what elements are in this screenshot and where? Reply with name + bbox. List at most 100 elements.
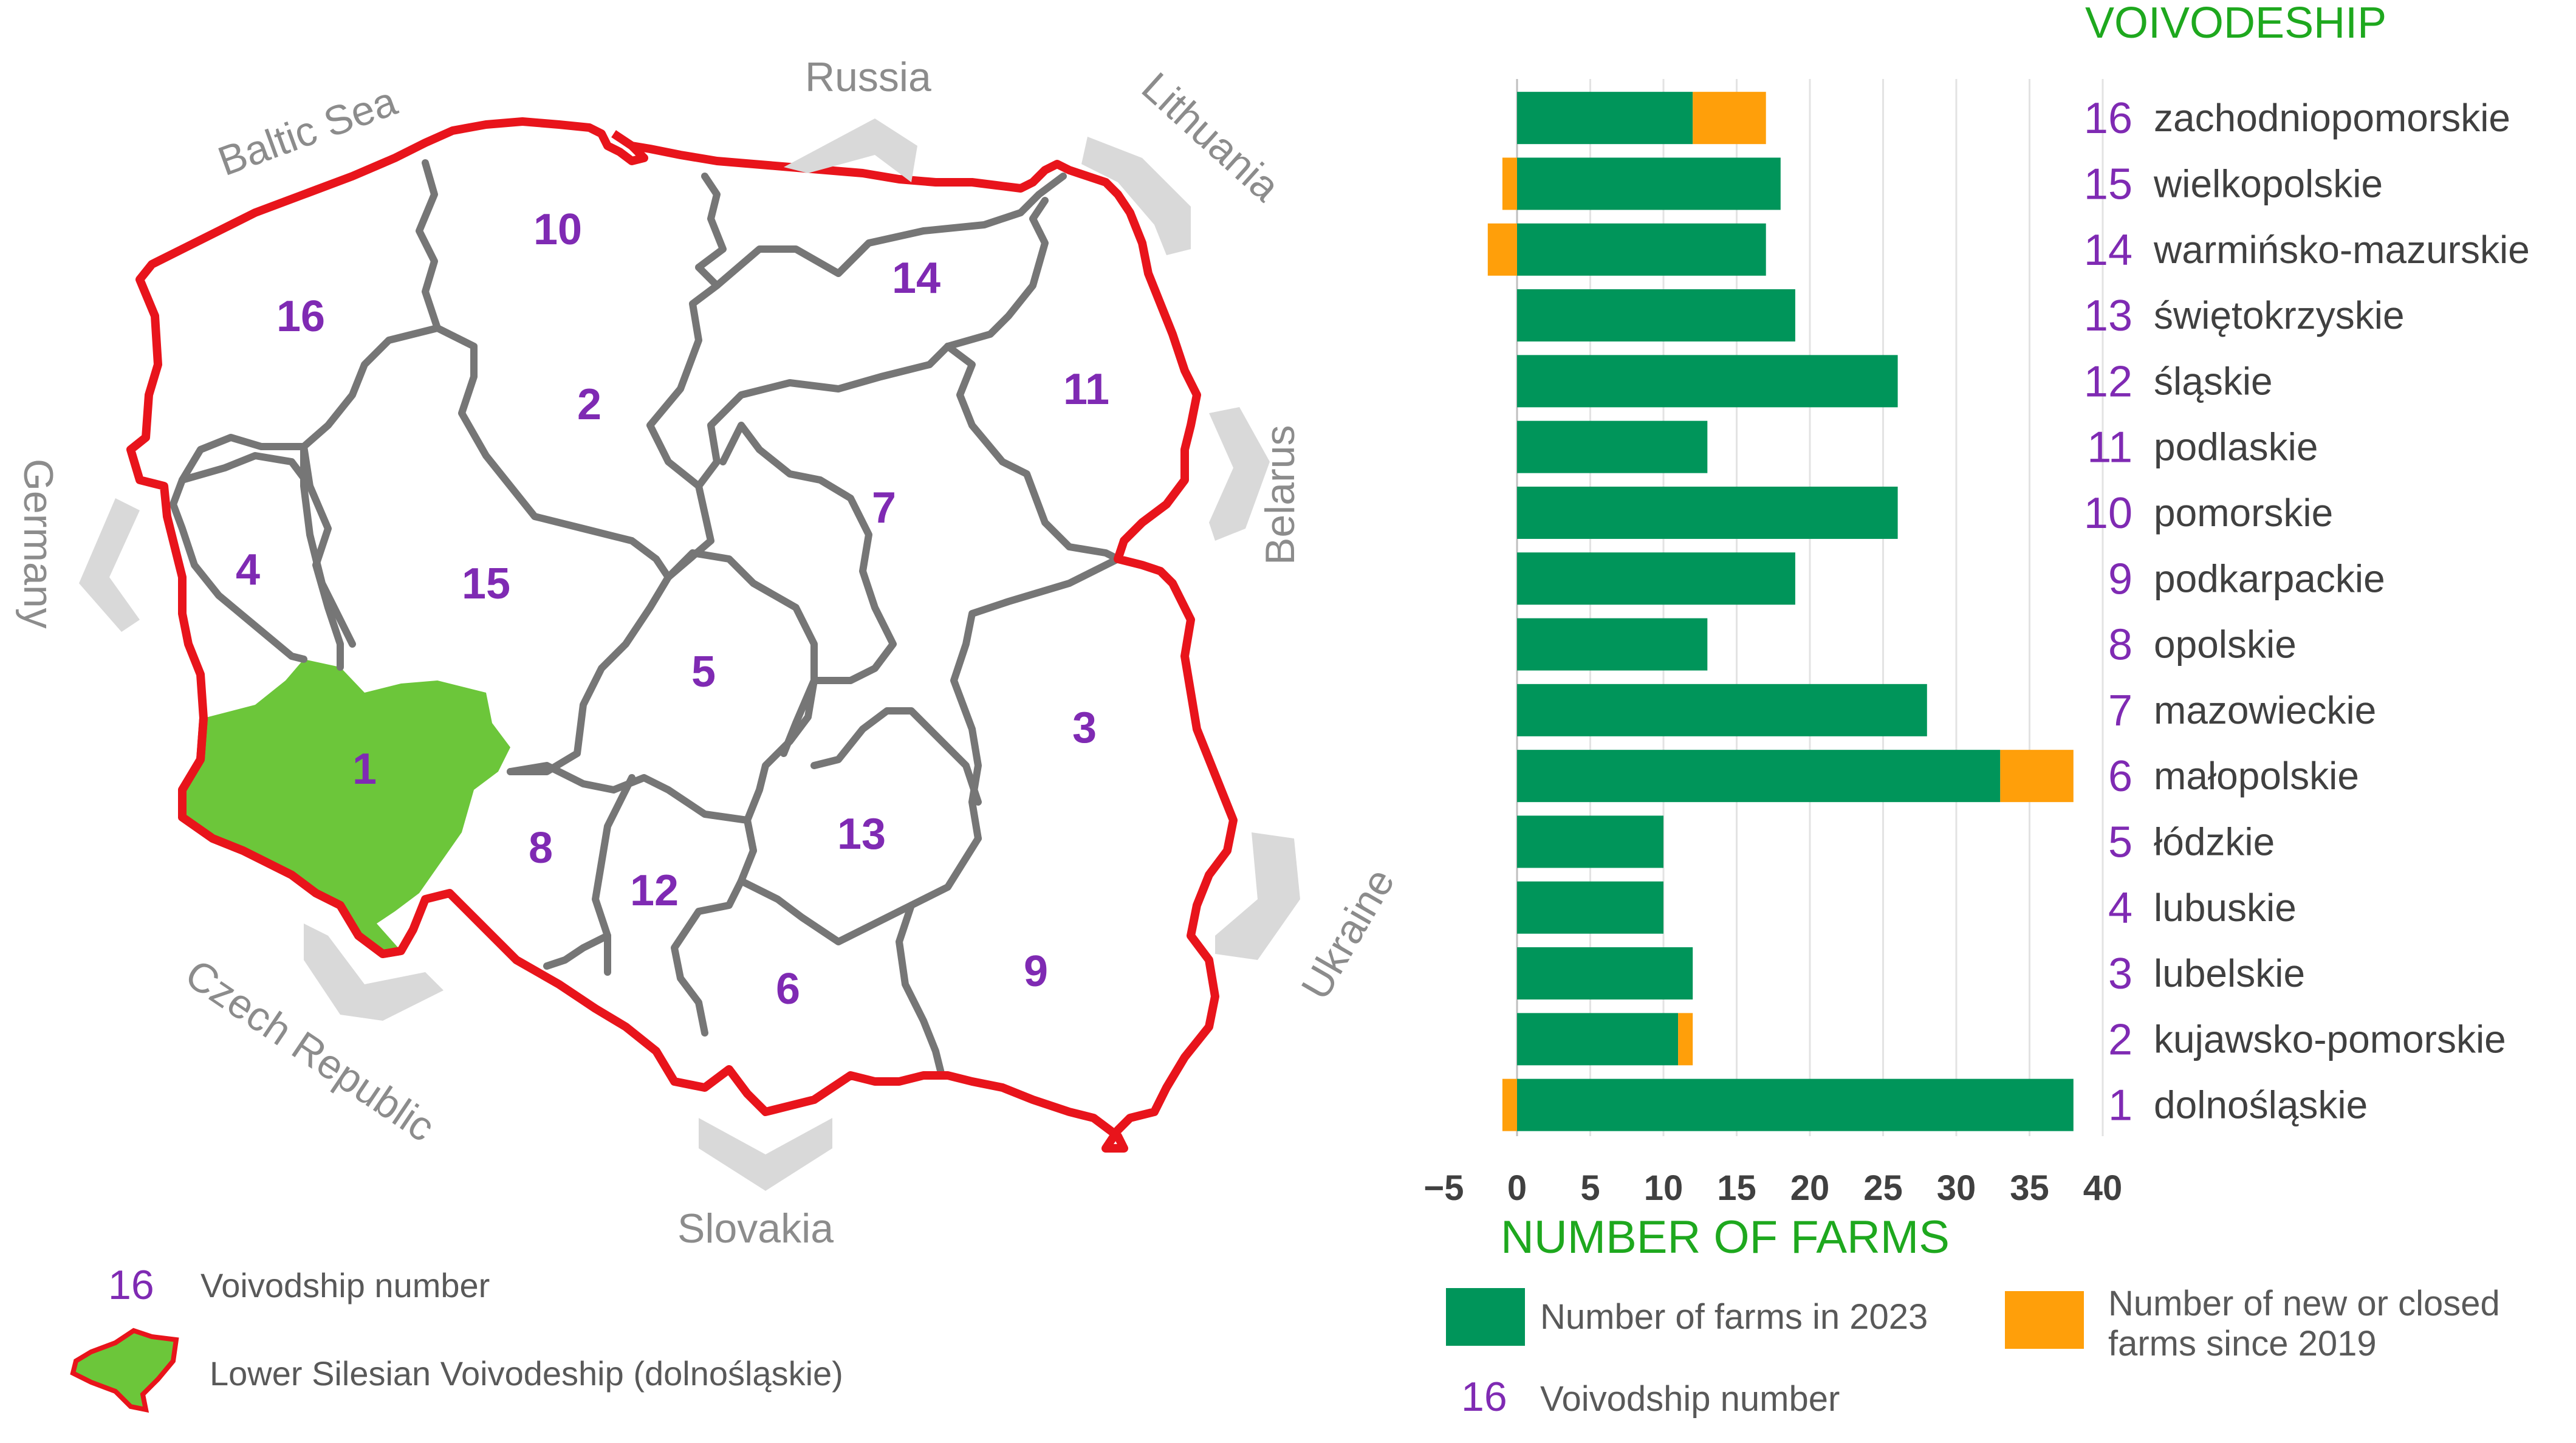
category-number: 6 [2108, 752, 2132, 801]
map-legend-highlight-label: Lower Silesian Voivodeship (dolnośląskie… [210, 1354, 843, 1393]
legend-number-sample: 16 [1461, 1374, 1507, 1420]
region-number-10: 10 [533, 205, 582, 254]
category-number: 16 [2084, 94, 2132, 143]
category-number: 9 [2108, 555, 2132, 603]
category-name: wielkopolskie [2153, 162, 2383, 205]
x-tick-label: −5 [1423, 1168, 1464, 1208]
category-number: 5 [2108, 818, 2132, 866]
region-number-3: 3 [1072, 704, 1097, 752]
region-borders [170, 159, 1122, 1079]
category-name: łódzkie [2154, 820, 2275, 863]
label-belarus: Belarus [1257, 425, 1303, 565]
category-name: świętokrzyskie [2154, 293, 2405, 337]
bar-new-closed [1502, 157, 1517, 210]
category-number: 12 [2084, 357, 2132, 406]
category-number: 14 [2084, 226, 2132, 275]
region-number-15: 15 [462, 560, 510, 608]
x-tick-label: 40 [2083, 1168, 2123, 1208]
chevron-czech-icon [304, 924, 444, 1021]
bar-farms-2023 [1517, 157, 1781, 210]
legend-swatch-farms-2023 [1446, 1288, 1525, 1346]
x-tick-label: 0 [1507, 1168, 1527, 1208]
category-name: kujawsko-pomorskie [2154, 1017, 2506, 1061]
region-number-14: 14 [892, 254, 940, 303]
x-tick-label: 35 [2010, 1168, 2049, 1208]
category-name: pomorskie [2154, 491, 2333, 535]
map-legend-highlight-icon [70, 1328, 179, 1413]
legend-label-new-closed: Number of new or closed farms since 2019 [2108, 1284, 2500, 1363]
region-numbers: 1 2 3 4 5 6 7 8 9 10 11 12 13 14 15 16 [236, 205, 1109, 1013]
category-name: warmińsko-mazurskie [2153, 228, 2530, 272]
category-name: mazowieckie [2154, 688, 2376, 732]
bar-new-closed [1502, 1078, 1517, 1131]
region-number-1: 1 [352, 745, 377, 793]
category-number: 2 [2108, 1015, 2132, 1064]
bar-new-closed [1693, 92, 1766, 145]
bar-new-closed [1487, 223, 1517, 276]
bar-new-closed [2000, 750, 2074, 803]
bar-farms-2023 [1517, 1078, 2074, 1131]
region-number-13: 13 [837, 810, 886, 859]
bar-farms-2023 [1517, 289, 1795, 342]
region-number-5: 5 [691, 648, 716, 696]
chart-legend: Number of farms in 2023 Number of new or… [1446, 1284, 2500, 1420]
map-legend-number-sample: 16 [108, 1262, 154, 1308]
region-number-4: 4 [236, 546, 260, 594]
region-number-12: 12 [630, 866, 679, 915]
chevron-slovakia-icon [699, 1118, 832, 1191]
bar-farms-2023 [1517, 618, 1708, 671]
bar-farms-2023 [1517, 223, 1766, 276]
x-tick-label: 5 [1580, 1168, 1600, 1208]
region-number-7: 7 [872, 484, 896, 532]
category-number: 13 [2084, 292, 2132, 340]
bar-farms-2023 [1517, 750, 2001, 803]
chevron-belarus-icon [1209, 407, 1270, 541]
x-tick-label: 20 [1790, 1168, 1830, 1208]
region-number-16: 16 [276, 292, 325, 341]
category-number: 4 [2108, 884, 2132, 933]
category-number: 3 [2108, 950, 2132, 998]
category-name: śląskie [2154, 359, 2273, 403]
region-number-9: 9 [1024, 947, 1048, 996]
x-tick-label: 25 [1863, 1168, 1903, 1208]
bar-farms-2023 [1517, 355, 1898, 408]
category-name: małopolskie [2154, 754, 2359, 798]
category-name: podkarpackie [2154, 557, 2385, 600]
bar-new-closed [1678, 1013, 1693, 1066]
category-name: zachodniopomorskie [2154, 96, 2510, 140]
category-number: 11 [2087, 423, 2132, 472]
bar-farms-2023 [1517, 486, 1898, 539]
category-name: lubuskie [2154, 886, 2297, 930]
category-name: opolskie [2154, 623, 2297, 667]
poland-border [126, 117, 1238, 1153]
neighbor-chevrons [79, 118, 1300, 1191]
category-name: podlaskie [2154, 425, 2318, 469]
chevron-ukraine-icon [1215, 832, 1300, 960]
category-number: 15 [2084, 160, 2132, 208]
category-number: 1 [2108, 1081, 2132, 1130]
category-name: dolnośląskie [2154, 1083, 2368, 1127]
category-number: 10 [2084, 489, 2132, 538]
category-number: 8 [2108, 621, 2132, 670]
region-number-6: 6 [776, 965, 800, 1013]
region-number-2: 2 [577, 380, 601, 429]
bar-farms-2023 [1517, 684, 1927, 736]
legend-swatch-new-closed [2005, 1291, 2084, 1349]
chart-y-title: VOIVODESHIP [2085, 0, 2386, 47]
map-legend-number-label: Voivodship number [200, 1266, 490, 1304]
chevron-russia-icon [784, 118, 917, 182]
chevron-germany-icon [79, 498, 140, 632]
category-name: lubelskie [2154, 951, 2305, 995]
legend-label-farms-2023: Number of farms in 2023 [1540, 1297, 1928, 1337]
x-tick-label: 10 [1644, 1168, 1684, 1208]
region-1-highlight [182, 659, 510, 954]
label-russia: Russia [805, 54, 931, 100]
bar-farms-2023 [1517, 420, 1708, 473]
map-legend: 16 Voivodship number Lower Silesian Voiv… [70, 1262, 843, 1413]
chart-x-ticks: −5 0 5 10 15 20 25 30 35 40 [1423, 1168, 2122, 1208]
bar-farms-2023 [1517, 552, 1795, 605]
x-tick-label: 30 [1937, 1168, 1976, 1208]
